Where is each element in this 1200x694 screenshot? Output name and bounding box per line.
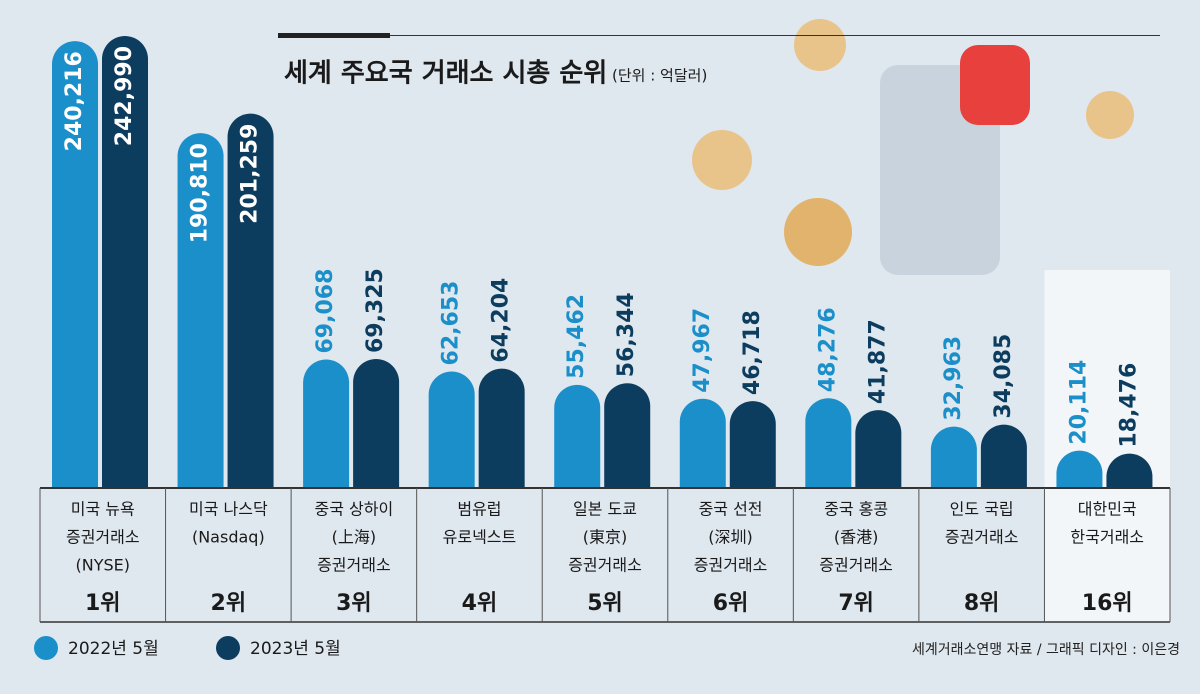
category-label: (NYSE): [76, 556, 131, 575]
bar: [604, 383, 651, 488]
bar: [303, 359, 350, 488]
value-label: 240,216: [62, 51, 87, 151]
category-label: 한국거래소: [1070, 528, 1144, 547]
value-label: 55,462: [564, 294, 589, 379]
chart-title: 세계 주요국 거래소 시총 순위: [284, 59, 607, 89]
rank-label: 5위: [587, 591, 623, 616]
value-label: 56,344: [614, 292, 639, 377]
category-label: 대한민국: [1078, 500, 1137, 519]
value-label: 41,877: [865, 319, 890, 404]
source: 세계거래소연맹 자료 / 그래픽 디자인 : 이은경: [912, 642, 1180, 658]
value-label: 201,259: [238, 124, 263, 224]
bar: [679, 398, 726, 488]
value-label: 20,114: [1066, 360, 1091, 445]
bar: [729, 401, 776, 488]
decor-coin: [692, 130, 752, 190]
legend-swatch: [34, 636, 58, 660]
category-label: 증권거래소: [317, 556, 391, 575]
bar: [353, 359, 400, 488]
category-label: (香港): [834, 528, 879, 547]
value-label: 69,068: [313, 269, 338, 354]
value-label: 242,990: [112, 46, 137, 146]
rank-label: 7위: [838, 591, 874, 616]
bar: [930, 426, 977, 488]
value-label: 32,963: [941, 336, 966, 421]
bar: [428, 371, 475, 488]
rank-label: 1위: [85, 591, 121, 616]
bar: [52, 41, 98, 488]
value-label: 62,653: [439, 281, 464, 366]
category-label: 증권거래소: [694, 556, 768, 575]
bar: [478, 368, 525, 488]
decor-coin: [794, 19, 846, 71]
decor-coin: [1086, 91, 1134, 139]
bar: [1106, 453, 1153, 488]
value-label: 47,967: [690, 308, 715, 393]
category-label: (上海): [332, 528, 377, 547]
value-label: 69,325: [363, 268, 388, 353]
bar: [177, 133, 224, 488]
value-label: 64,204: [489, 278, 514, 363]
category-label: 증권거래소: [66, 528, 140, 547]
rank-label: 3위: [336, 591, 372, 616]
category-label: 유로넥스트: [443, 528, 517, 547]
highlight-column: [1044, 270, 1170, 622]
category-label: 인도 국립: [950, 500, 1014, 519]
rank-label: 6위: [713, 591, 749, 616]
value-label: 190,810: [188, 143, 213, 243]
category-label: 증권거래소: [945, 528, 1019, 547]
category-label: 미국 나스닥: [189, 500, 268, 519]
category-label: 중국 상하이: [315, 500, 394, 519]
rank-label: 2위: [211, 591, 247, 616]
category-label: (深圳): [708, 528, 753, 547]
bar: [1056, 450, 1103, 488]
category-label: (Nasdaq): [192, 528, 265, 547]
rank-label: 4위: [462, 591, 498, 616]
category-label: 중국 홍콩: [824, 500, 888, 519]
value-label: 46,718: [740, 310, 765, 395]
bar: [102, 36, 148, 488]
rank-label: 8위: [964, 591, 1000, 616]
bar: [980, 424, 1027, 488]
value-label: 34,085: [991, 334, 1016, 419]
unit-label: (단위 : 억달러): [612, 67, 707, 85]
category-label: 중국 선전: [699, 500, 763, 519]
category-label: 일본 도쿄: [573, 500, 637, 519]
bar: [805, 398, 852, 488]
category-label: 미국 뉴욕: [71, 500, 135, 519]
value-label: 48,276: [815, 307, 840, 392]
legend-label: 2023년 5월: [250, 639, 341, 659]
decor-alert: [960, 45, 1030, 125]
category-label: (東京): [583, 528, 628, 547]
category-label: 증권거래소: [819, 556, 893, 575]
category-label: 증권거래소: [568, 556, 642, 575]
title-accent: [278, 33, 390, 38]
legend-label: 2022년 5월: [68, 639, 159, 659]
value-label: 18,476: [1116, 363, 1141, 448]
legend-swatch: [216, 636, 240, 660]
bar: [227, 113, 274, 488]
bar: [554, 384, 601, 488]
rank-label: 16위: [1082, 591, 1133, 616]
category-label: 범유럽: [457, 500, 501, 519]
decor-coin: [784, 198, 852, 266]
bar: [855, 410, 902, 488]
